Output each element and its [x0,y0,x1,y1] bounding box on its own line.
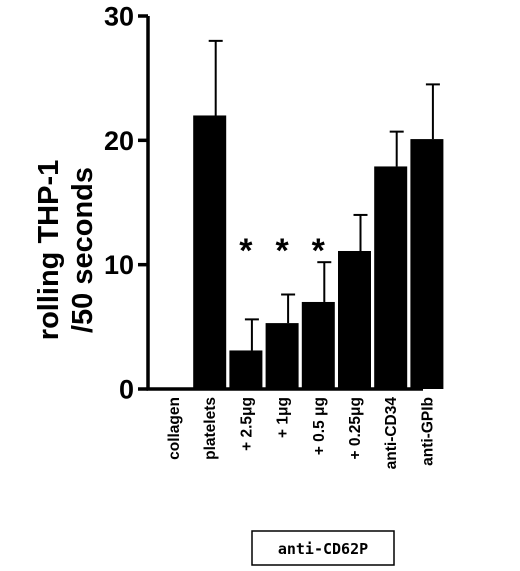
group-label-box [251,530,395,566]
x-tick-label: + 1μg [275,397,292,438]
y-axis-label-line1: rolling THP-1 [33,160,65,340]
bar [374,166,408,389]
y-tick-label: 30 [104,2,134,32]
x-tick-label: + 0.25μg [347,397,364,459]
x-tick-label: collagen [166,397,183,460]
y-tick-label: 0 [119,375,134,405]
bar [265,323,299,389]
y-tick-label: 10 [104,250,134,280]
significance-star: * [312,232,326,270]
significance-star: * [275,232,289,270]
x-tick-label: + 2.5μg [238,397,255,451]
group-label: anti-CD62P [278,540,368,558]
x-axis-tick-labels: collagen platelets + 2.5μg + 1μg + 0.5 μg + 0… [166,397,436,470]
x-tick-label: + 0.5 μg [311,397,328,455]
bar [338,250,371,389]
x-tick-label: platelets [202,397,219,460]
x-tick-label: anti-GPIb [419,397,436,466]
y-axis-ticks: 0 10 20 30 [104,2,148,405]
bar [229,350,263,389]
error-bars [208,39,440,351]
y-axis-label-line2: /50 seconds [67,167,99,333]
bar [193,115,227,389]
bar [410,139,444,389]
significance-markers: * * * [239,232,325,270]
bars [193,115,444,389]
x-tick-label: anti-CD34 [383,397,400,470]
significance-star: * [239,232,253,270]
y-tick-label: 20 [104,126,134,156]
bar [301,301,335,389]
